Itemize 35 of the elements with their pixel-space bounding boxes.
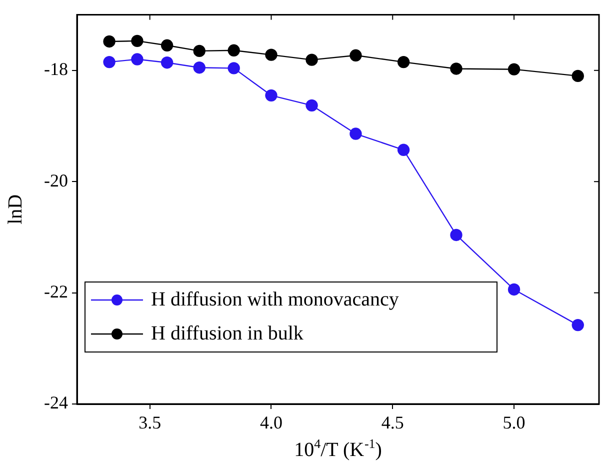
legend-label: H diffusion with monovacancy (151, 288, 399, 310)
point (397, 56, 410, 68)
point (450, 228, 462, 242)
point (572, 318, 584, 332)
x-tick-label: 5.0 (502, 412, 526, 433)
x-tick-label: 3.5 (138, 412, 162, 433)
y-tick-label: -18 (44, 59, 68, 80)
point (508, 283, 520, 296)
point (306, 99, 318, 112)
point (160, 56, 174, 69)
point (508, 63, 520, 76)
point (131, 34, 144, 48)
point (228, 62, 240, 74)
point (350, 49, 362, 62)
point (193, 62, 206, 74)
x-tick-label: 4.5 (381, 412, 404, 433)
point (450, 62, 462, 75)
y-tick-label: -24 (44, 392, 68, 413)
point (265, 89, 278, 102)
point (160, 39, 174, 52)
y-axis-title: lnD (4, 194, 26, 224)
point (103, 56, 116, 68)
point (572, 70, 584, 82)
y-tick-label: -22 (44, 282, 68, 302)
x-tick-label: 4.0 (260, 412, 282, 433)
point (265, 48, 278, 61)
point (193, 44, 206, 58)
y-tick-label: -20 (44, 170, 68, 190)
legend-label: H diffusion in bulk (151, 322, 304, 344)
point (103, 35, 116, 48)
point (228, 44, 240, 56)
point (397, 144, 410, 156)
point (350, 128, 362, 140)
point (306, 54, 318, 66)
point (131, 53, 144, 66)
